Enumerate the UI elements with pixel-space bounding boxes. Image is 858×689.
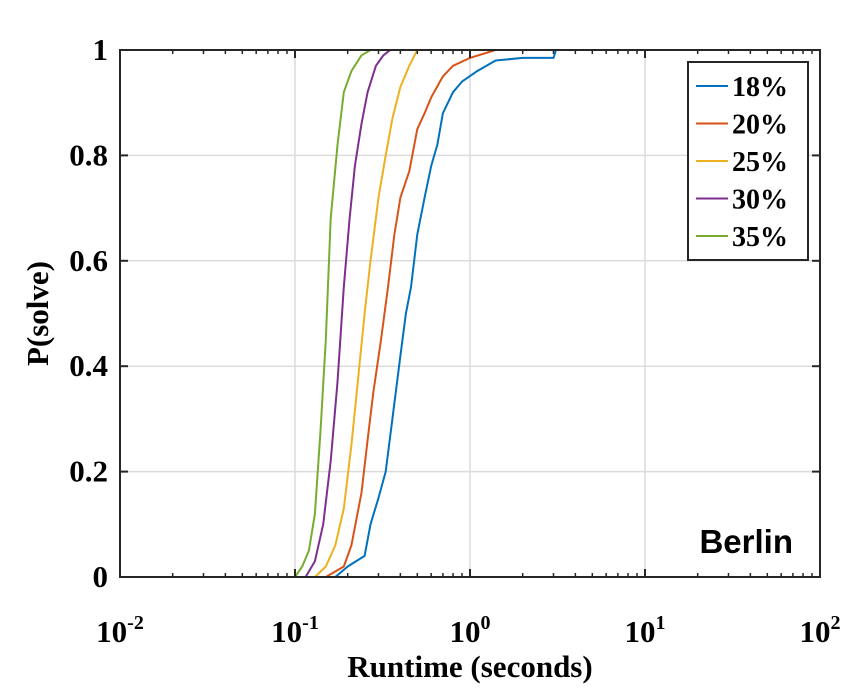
y-tick-label: 0.2	[69, 454, 108, 489]
y-axis-label: P(solve)	[20, 261, 55, 366]
x-axis-label: Runtime (seconds)	[347, 649, 592, 684]
legend-label: 30%	[732, 185, 788, 216]
y-tick-label: 0.8	[69, 137, 108, 172]
city-annotation: Berlin	[699, 523, 793, 560]
series-line-18pct	[334, 49, 820, 578]
x-tick-labels: 10-2 10-1 100 101 102	[96, 612, 840, 649]
x-tick-label: 10-2	[96, 612, 144, 649]
y-tick-label: 0.4	[69, 348, 108, 383]
legend-label: 20%	[732, 110, 788, 141]
y-tick-label: 0	[93, 559, 109, 594]
legend-label: 25%	[732, 147, 788, 178]
legend-label: 35%	[732, 222, 788, 253]
series-line-20pct	[325, 49, 820, 578]
y-tick-label: 0.6	[69, 243, 108, 278]
series-line-35pct	[294, 49, 820, 578]
axis-ticks	[119, 49, 821, 578]
series-line-30pct	[304, 49, 820, 578]
series-lines	[294, 49, 820, 578]
y-tick-labels: 0 0.2 0.4 0.6 0.8 1	[69, 32, 108, 594]
x-tick-label: 10-1	[271, 612, 319, 649]
x-tick-label: 102	[800, 612, 841, 649]
x-tick-label: 101	[625, 612, 666, 649]
legend-label: 18%	[732, 72, 788, 103]
y-tick-label: 1	[93, 32, 109, 67]
series-line-25pct	[314, 49, 820, 578]
legend: 18% 20% 25% 30% 35%	[687, 61, 809, 261]
x-tick-label: 100	[450, 612, 491, 649]
